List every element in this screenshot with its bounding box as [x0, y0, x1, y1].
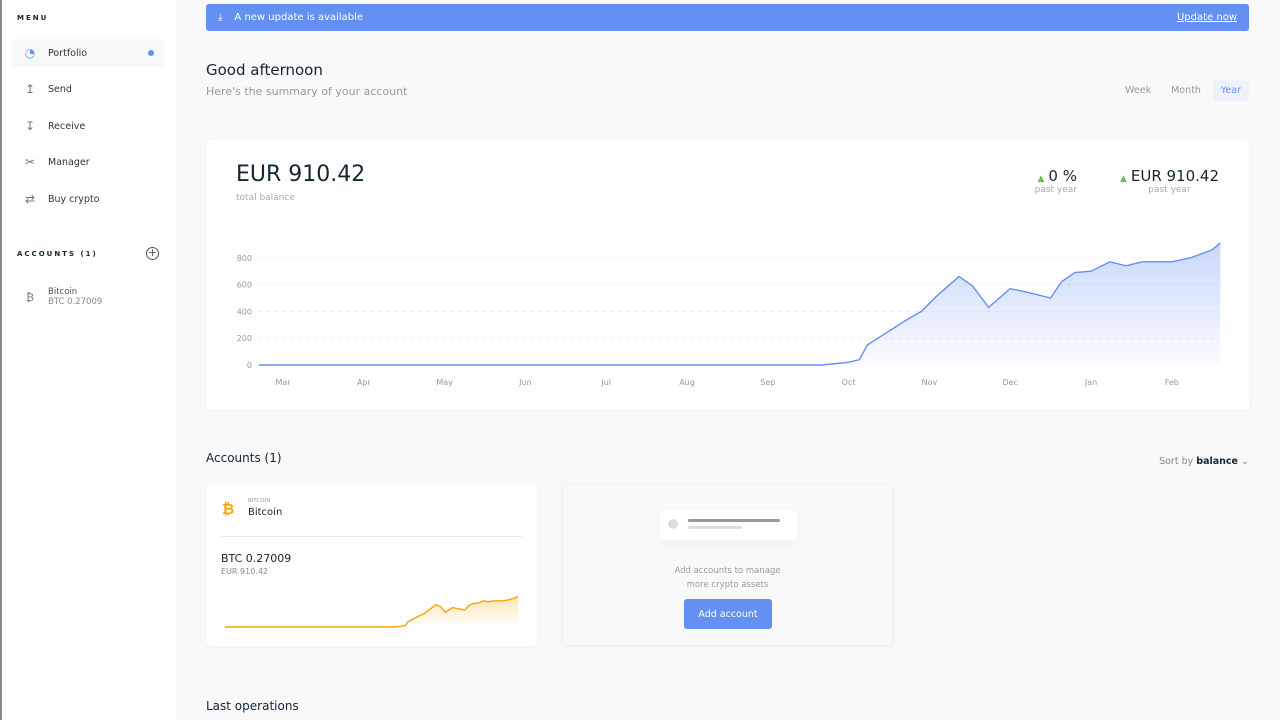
- sidebar-item-label: Buy crypto: [48, 193, 100, 205]
- add-text-line-2: more crypto assets: [686, 580, 769, 590]
- sidebar-item-buy-crypto[interactable]: ⇄ Buy crypto: [12, 185, 164, 213]
- last-operations-heading: Last operations: [206, 699, 299, 713]
- x-tick-label: Jul: [600, 378, 611, 387]
- range-month[interactable]: Month: [1171, 85, 1201, 96]
- arrow-up-icon: ↥: [24, 82, 36, 96]
- sidebar-item-send[interactable]: ↥ Send: [12, 75, 164, 103]
- change-percent-value: 0 %: [1048, 167, 1077, 185]
- update-banner: ⤓ A new update is available Update now: [206, 4, 1249, 31]
- chevron-down-icon: ⌄: [1241, 456, 1249, 467]
- account-card-bitcoin[interactable]: ₿ BITCOIN Bitcoin BTC 0.27009 EUR 910.42: [206, 483, 537, 646]
- update-now-link[interactable]: Update now: [1176, 12, 1237, 23]
- sidebar-item-label: Receive: [48, 120, 86, 132]
- x-tick-label: Feb: [1165, 378, 1179, 387]
- banner-text: A new update is available: [234, 12, 364, 23]
- caret-up-icon: ▲: [1037, 174, 1045, 184]
- accounts-title: ACCOUNTS (1): [17, 250, 98, 258]
- add-account-card: Add accounts to manage more crypto assets…: [562, 483, 893, 646]
- account-ticker: BITCOIN: [248, 498, 271, 504]
- add-text-line-1: Add accounts to manage: [674, 566, 781, 576]
- x-tick-label: Jun: [518, 378, 532, 387]
- tools-icon: ✂: [24, 155, 36, 169]
- change-value-label: past year: [1148, 185, 1191, 195]
- exchange-icon: ⇄: [24, 192, 36, 206]
- sort-label: Sort by: [1159, 456, 1194, 467]
- sidebar-item-manager[interactable]: ✂ Manager: [12, 148, 164, 176]
- range-week[interactable]: Week: [1125, 85, 1152, 96]
- sidebar-account-bitcoin[interactable]: ₿ Bitcoin BTC 0.27009: [12, 287, 102, 307]
- sidebar-item-label: Portfolio: [48, 47, 88, 59]
- add-account-text: Add accounts to manage more crypto assets: [563, 564, 892, 592]
- x-tick-label: Apr: [357, 378, 372, 387]
- portfolio-chart: 0 200 400 600 800 Mar Apr May Jun Jul Aug Sep Oct Nov…: [237, 242, 1221, 387]
- sidebar: MENU ◔ Portfolio ↥ Send ↧ Receive ✂ Manager …: [0, 0, 176, 720]
- sort-dropdown[interactable]: Sort by balance ⌄: [1159, 456, 1249, 467]
- y-tick-label: 0: [247, 361, 252, 370]
- notification-dot: [148, 50, 154, 56]
- chart-area: [259, 243, 1221, 365]
- total-balance-label: total balance: [236, 193, 295, 203]
- change-percent-label: past year: [1034, 185, 1077, 195]
- y-tick-label: 800: [237, 254, 252, 263]
- arrow-down-icon: ↧: [24, 119, 36, 133]
- mini-chart-area: [225, 596, 518, 627]
- divider: [221, 536, 522, 537]
- accounts-heading: Accounts (1): [206, 451, 282, 465]
- account-name: Bitcoin: [48, 287, 78, 297]
- y-tick-label: 400: [237, 307, 252, 316]
- add-account-button[interactable]: Add account: [684, 599, 772, 629]
- range-year[interactable]: Year: [1212, 80, 1249, 101]
- x-tick-label: Aug: [679, 378, 695, 387]
- x-tick-label: Jan: [1084, 378, 1097, 387]
- download-icon: ⤓: [218, 12, 223, 23]
- sidebar-item-receive[interactable]: ↧ Receive: [12, 112, 164, 140]
- x-tick-label: Mar: [275, 378, 291, 387]
- caret-up-icon: ▲: [1119, 174, 1127, 184]
- y-tick-label: 200: [237, 334, 252, 343]
- x-tick-label: Nov: [922, 378, 938, 387]
- sidebar-item-label: Send: [48, 83, 72, 95]
- change-value-amount: EUR 910.42: [1130, 167, 1219, 185]
- x-tick-label: Sep: [760, 378, 775, 387]
- sidebar-item-portfolio[interactable]: ◔ Portfolio: [12, 39, 164, 67]
- placeholder-illustration: [660, 510, 797, 540]
- mini-chart-line: [225, 595, 519, 628]
- range-selector: Week Month Year: [1117, 80, 1249, 101]
- account-name: Bitcoin: [248, 507, 283, 518]
- total-balance: EUR 910.42: [236, 162, 366, 187]
- x-tick-label: Dec: [1002, 378, 1017, 387]
- change-value: ▲ EUR 910.42 past year: [1120, 167, 1219, 195]
- account-balance: BTC 0.27009: [221, 552, 292, 565]
- account-balance: BTC 0.27009: [48, 297, 103, 307]
- sidebar-item-label: Manager: [48, 156, 90, 168]
- change-percent: ▲ 0 % past year: [1035, 167, 1077, 195]
- x-tick-label: Oct: [842, 378, 856, 387]
- bitcoin-icon: ₿: [222, 500, 235, 518]
- pie-chart-icon: ◔: [24, 46, 36, 60]
- y-tick-label: 600: [237, 281, 252, 290]
- chart-line: [259, 242, 1221, 366]
- add-account-icon[interactable]: +: [146, 246, 159, 260]
- sort-value: balance: [1196, 456, 1238, 467]
- page-title: Good afternoon: [206, 61, 323, 79]
- account-mini-chart: [225, 595, 519, 628]
- menu-title: MENU: [17, 14, 49, 22]
- page-subtitle: Here's the summary of your account: [206, 85, 408, 98]
- bitcoin-icon: ₿: [25, 291, 35, 304]
- account-fiat: EUR 910.42: [221, 567, 269, 576]
- x-tick-label: May: [436, 378, 453, 387]
- portfolio-card: EUR 910.42 total balance ▲ 0 % past year ▲…: [206, 140, 1249, 410]
